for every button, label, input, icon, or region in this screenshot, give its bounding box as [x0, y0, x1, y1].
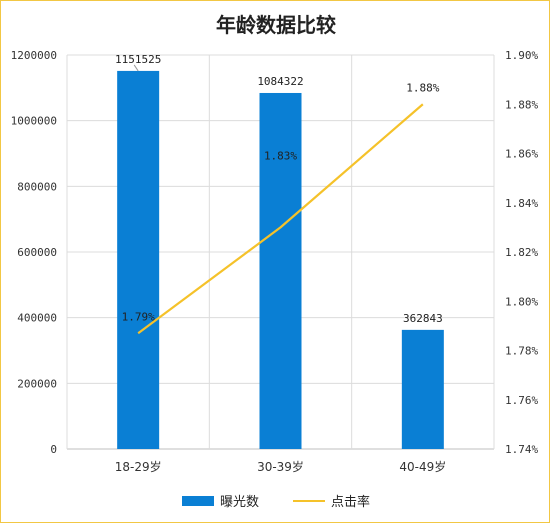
y-right-tick-label: 1.80%	[505, 295, 538, 308]
legend: 曝光数 点击率	[1, 491, 550, 510]
y-right-tick-label: 1.82%	[505, 246, 538, 259]
line-data-label: 1.88%	[406, 81, 439, 94]
y-left-tick-label: 800000	[17, 180, 57, 193]
y-right-tick-label: 1.76%	[505, 394, 538, 407]
bar	[117, 70, 160, 449]
x-tick-label: 30-39岁	[257, 459, 304, 474]
legend-swatch-line	[293, 499, 325, 502]
y-right-tick-label: 1.86%	[505, 148, 538, 161]
y-right-tick-label: 1.78%	[505, 345, 538, 358]
bar	[259, 92, 302, 449]
line-data-label: 1.79%	[122, 310, 155, 323]
bar	[401, 329, 444, 449]
legend-swatch-bar	[181, 495, 214, 506]
y-left-tick-label: 200000	[17, 377, 57, 390]
bar-data-label: 362843	[403, 312, 443, 325]
x-tick-label: 40-49岁	[399, 459, 446, 474]
legend-item-line[interactable]: 点击率	[293, 491, 370, 510]
y-right-tick-label: 1.74%	[505, 443, 538, 456]
y-left-tick-label: 1000000	[11, 115, 57, 128]
series-line	[137, 103, 424, 335]
bar-data-label: 1084322	[257, 75, 303, 88]
y-left-tick-label: 1200000	[11, 49, 57, 62]
chart-title: 年龄数据比较	[216, 13, 336, 37]
legend-label-line: 点击率	[331, 495, 371, 510]
label-leader-line	[133, 64, 139, 72]
legend-label-bar: 曝光数	[219, 495, 259, 510]
y-right-tick-label: 1.88%	[505, 98, 538, 111]
legend-item-bar[interactable]: 曝光数	[181, 491, 259, 510]
x-tick-label: 18-29岁	[115, 459, 162, 474]
bar-data-label: 1151525	[115, 53, 161, 66]
y-left-tick-label: 0	[50, 443, 57, 456]
line-data-label: 1.83%	[264, 149, 297, 162]
y-left-tick-label: 600000	[17, 246, 57, 259]
y-right-tick-label: 1.90%	[505, 49, 538, 62]
y-left-tick-label: 400000	[17, 312, 57, 325]
y-right-tick-label: 1.84%	[505, 197, 538, 210]
